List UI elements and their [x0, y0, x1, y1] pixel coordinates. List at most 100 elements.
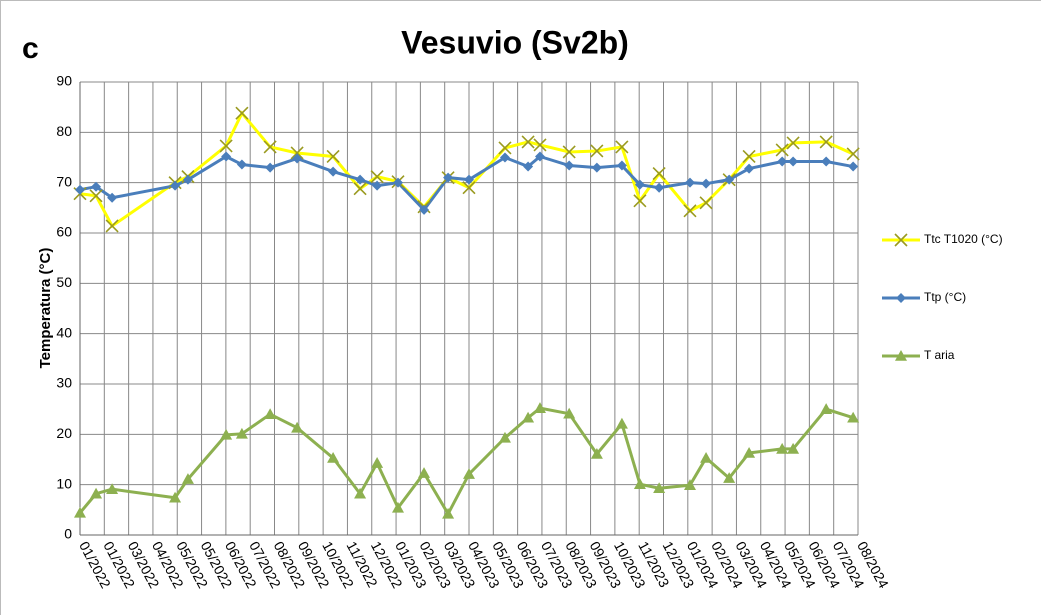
marker [91, 181, 102, 192]
y-tick-label: 50 [56, 274, 72, 290]
marker [221, 151, 232, 162]
marker [419, 204, 430, 215]
marker [787, 442, 800, 454]
marker [353, 182, 367, 196]
marker [788, 156, 799, 167]
marker [896, 293, 906, 303]
marker [684, 479, 697, 490]
marker [848, 161, 859, 172]
marker [75, 184, 85, 195]
marker [236, 159, 247, 170]
legend-label: T aria [924, 348, 955, 362]
marker [653, 482, 666, 493]
marker [265, 162, 276, 173]
marker [522, 411, 535, 423]
marker [90, 487, 103, 499]
marker [564, 160, 575, 171]
marker [654, 182, 665, 193]
marker [328, 166, 339, 177]
marker [326, 149, 340, 164]
marker [392, 501, 405, 513]
marker [263, 140, 277, 154]
marker [820, 403, 833, 414]
marker [590, 144, 604, 158]
marker [699, 196, 713, 210]
marker [846, 147, 860, 161]
marker [616, 160, 627, 171]
legend-label: Ttp (°C) [924, 290, 966, 304]
marker [498, 141, 512, 155]
marker [775, 143, 789, 157]
marker [170, 180, 181, 191]
marker [464, 174, 474, 185]
marker [700, 451, 713, 463]
marker [220, 428, 233, 440]
series-line [78, 406, 854, 517]
marker [219, 139, 233, 153]
marker [264, 408, 277, 419]
marker [533, 138, 547, 152]
marker [563, 407, 576, 419]
marker [463, 468, 475, 479]
marker [786, 136, 800, 150]
marker [615, 417, 628, 429]
marker [442, 507, 455, 519]
y-tick-label: 10 [56, 475, 72, 491]
marker [292, 153, 303, 164]
marker [534, 151, 545, 162]
y-tick-label: 0 [64, 526, 72, 542]
marker [777, 156, 788, 167]
series-line [79, 154, 854, 213]
y-tick-label: 90 [56, 73, 72, 89]
panel-label: c [22, 32, 39, 65]
marker [327, 451, 340, 463]
marker [744, 163, 755, 174]
marker [105, 219, 119, 233]
marker [169, 491, 182, 503]
marker [182, 174, 193, 185]
marker [107, 192, 118, 203]
marker [354, 487, 367, 499]
marker [562, 145, 576, 159]
marker [498, 431, 511, 443]
marker [443, 172, 454, 183]
marker [821, 156, 832, 167]
marker [633, 194, 647, 208]
marker [847, 411, 860, 423]
marker [355, 174, 366, 185]
marker [181, 473, 194, 484]
marker [290, 146, 304, 160]
marker [521, 135, 535, 149]
marker [776, 442, 789, 454]
marker [291, 421, 304, 433]
marker [418, 467, 431, 478]
marker [701, 178, 712, 189]
marker [895, 350, 907, 361]
chart-title: Vesuvio (Sv2b) [401, 24, 629, 60]
marker [591, 162, 602, 173]
y-tick-label: 30 [56, 375, 72, 391]
marker [723, 472, 736, 483]
marker [89, 189, 103, 203]
marker [393, 177, 404, 188]
series-line [79, 110, 854, 229]
y-tick-label: 40 [56, 324, 72, 340]
y-tick-label: 70 [56, 173, 72, 189]
marker [235, 106, 249, 120]
marker [533, 402, 546, 413]
marker [652, 167, 666, 181]
marker [615, 140, 629, 154]
marker [74, 506, 86, 518]
marker [633, 478, 646, 489]
marker [685, 177, 696, 188]
marker [235, 427, 248, 439]
marker [683, 204, 697, 218]
legend-label: Ttc T1020 (°C) [924, 232, 1003, 246]
marker [590, 447, 603, 459]
y-tick-label: 20 [56, 425, 72, 441]
marker [370, 170, 384, 184]
marker [462, 181, 476, 195]
